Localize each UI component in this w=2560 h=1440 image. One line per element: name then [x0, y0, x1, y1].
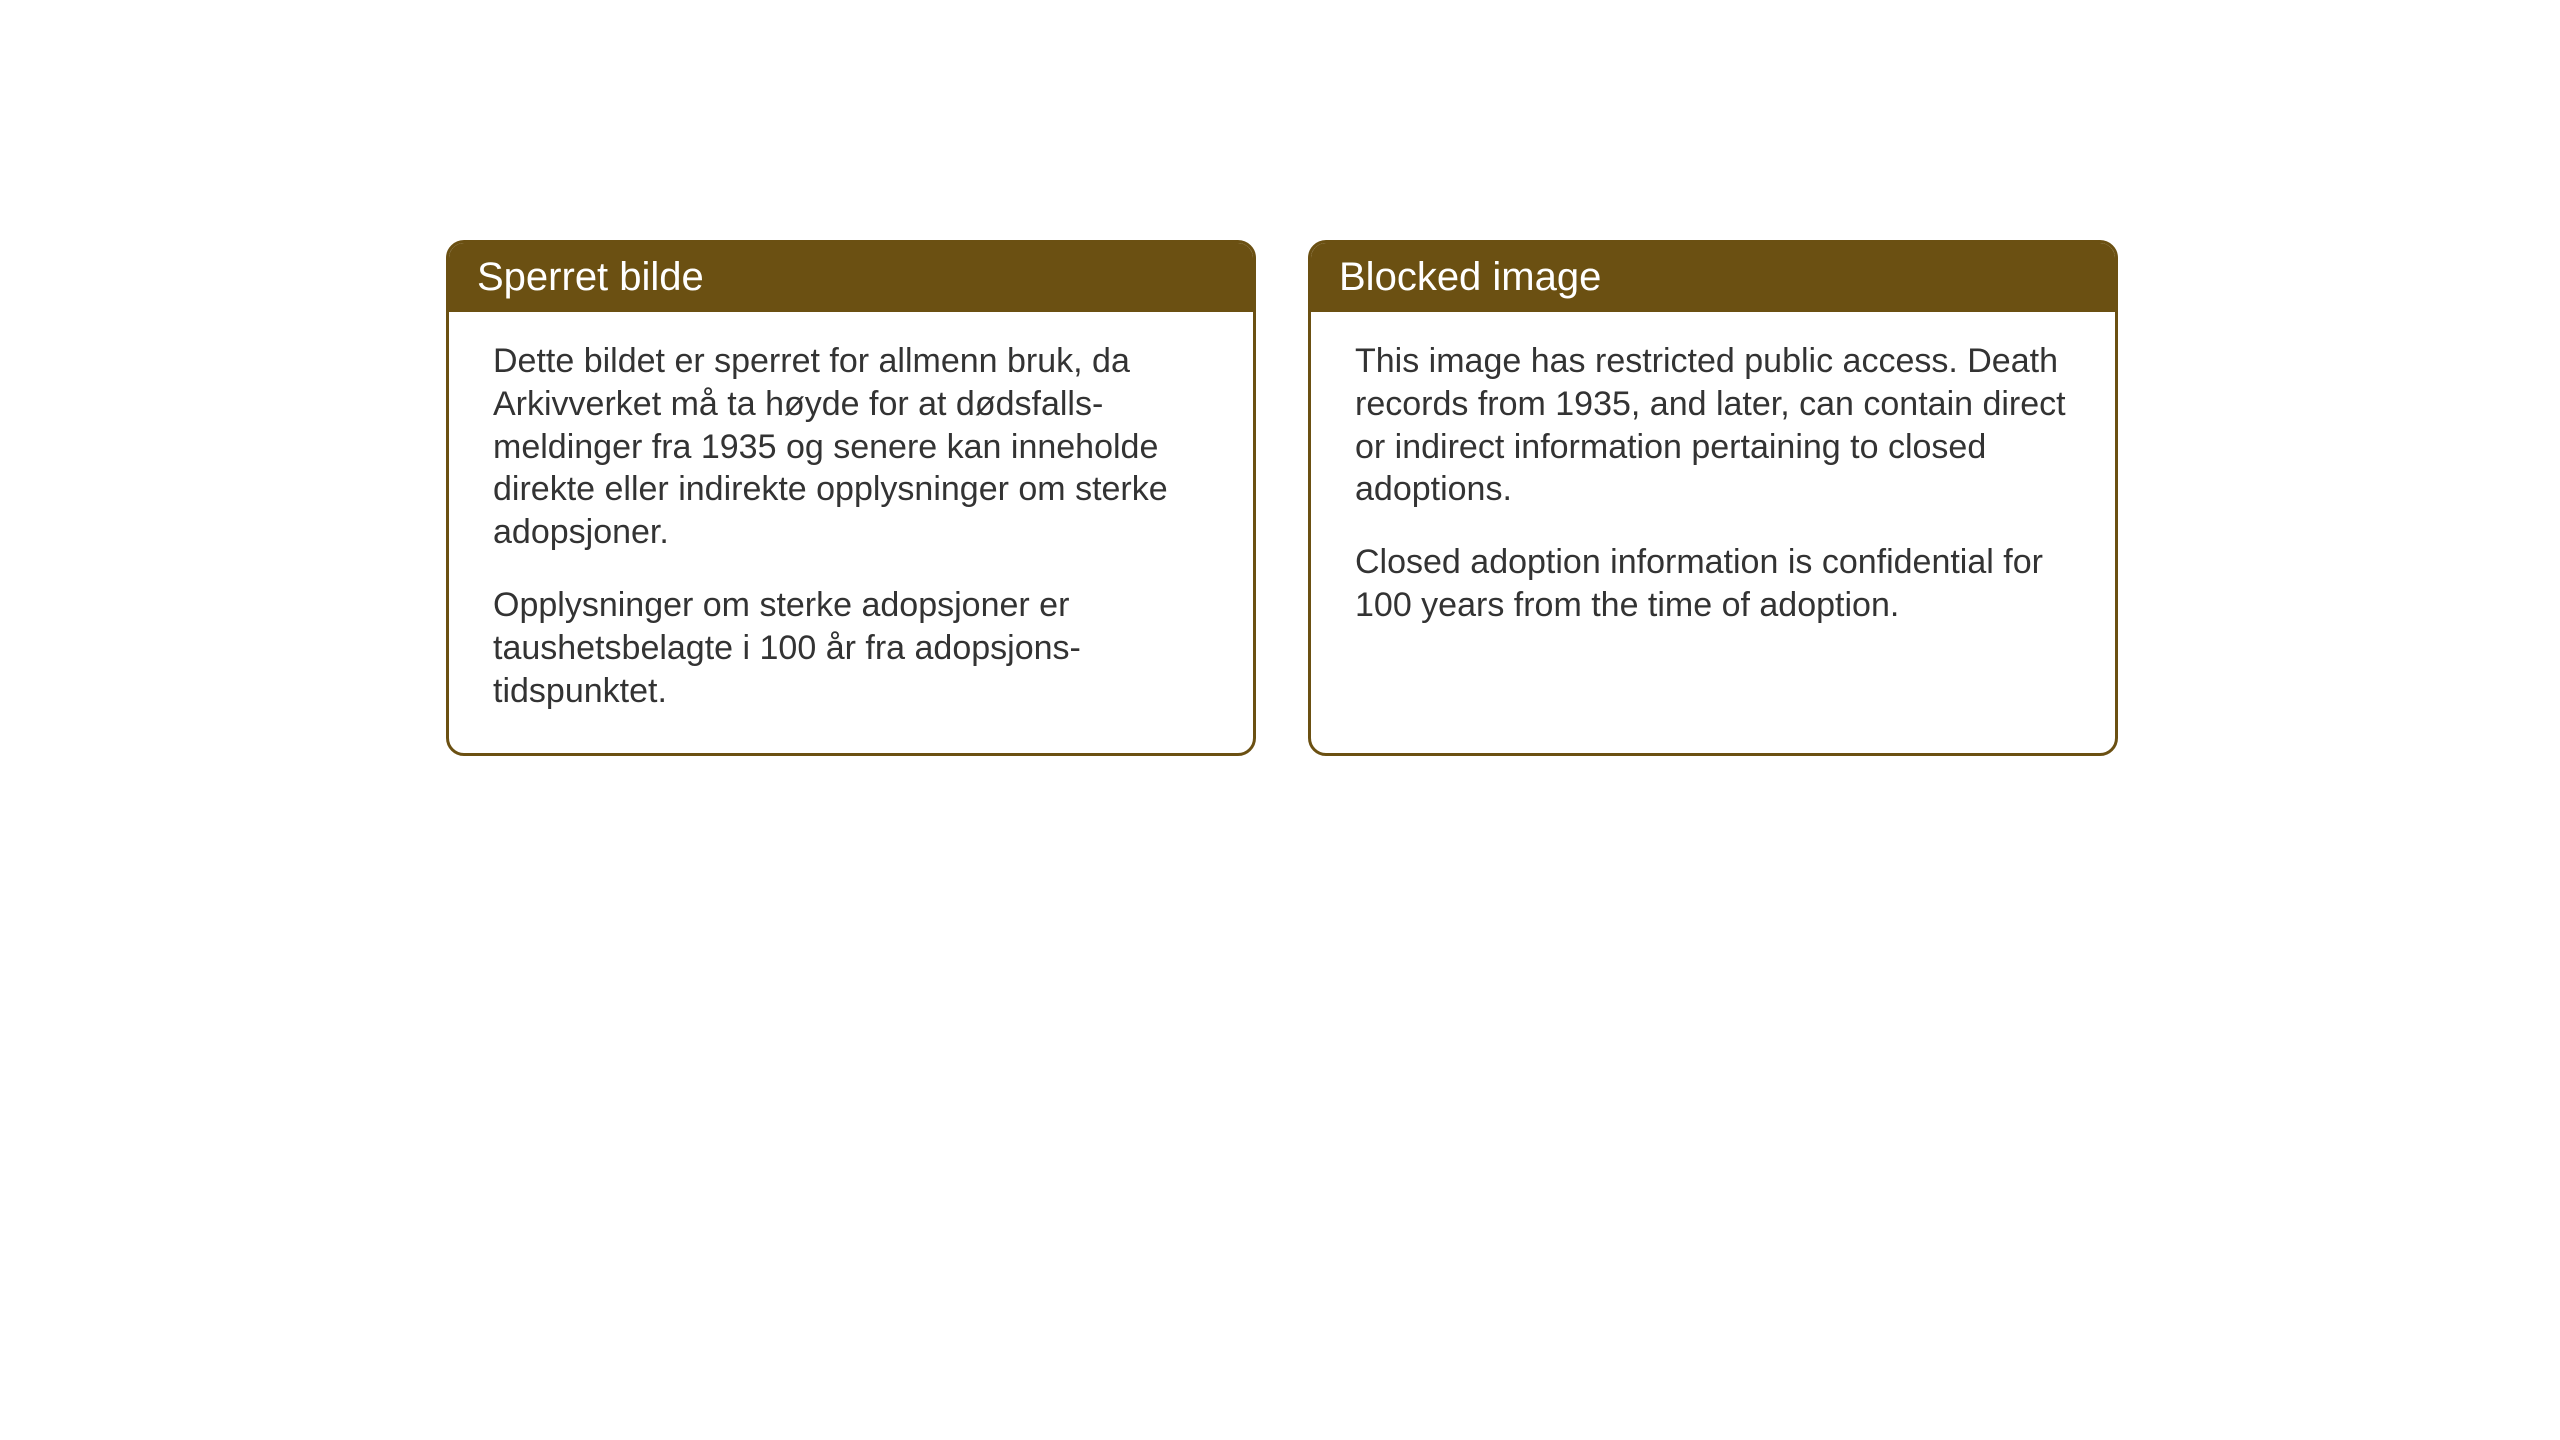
english-paragraph-1: This image has restricted public access.…	[1355, 340, 2071, 511]
norwegian-card-title: Sperret bilde	[449, 243, 1253, 312]
english-card-body: This image has restricted public access.…	[1311, 312, 2115, 667]
english-paragraph-2: Closed adoption information is confident…	[1355, 541, 2071, 627]
notice-cards-container: Sperret bilde Dette bildet er sperret fo…	[446, 240, 2118, 756]
norwegian-paragraph-2: Opplysninger om sterke adopsjoner er tau…	[493, 584, 1209, 712]
english-card-title: Blocked image	[1311, 243, 2115, 312]
english-notice-card: Blocked image This image has restricted …	[1308, 240, 2118, 756]
norwegian-paragraph-1: Dette bildet er sperret for allmenn bruk…	[493, 340, 1209, 554]
norwegian-card-body: Dette bildet er sperret for allmenn bruk…	[449, 312, 1253, 753]
norwegian-notice-card: Sperret bilde Dette bildet er sperret fo…	[446, 240, 1256, 756]
